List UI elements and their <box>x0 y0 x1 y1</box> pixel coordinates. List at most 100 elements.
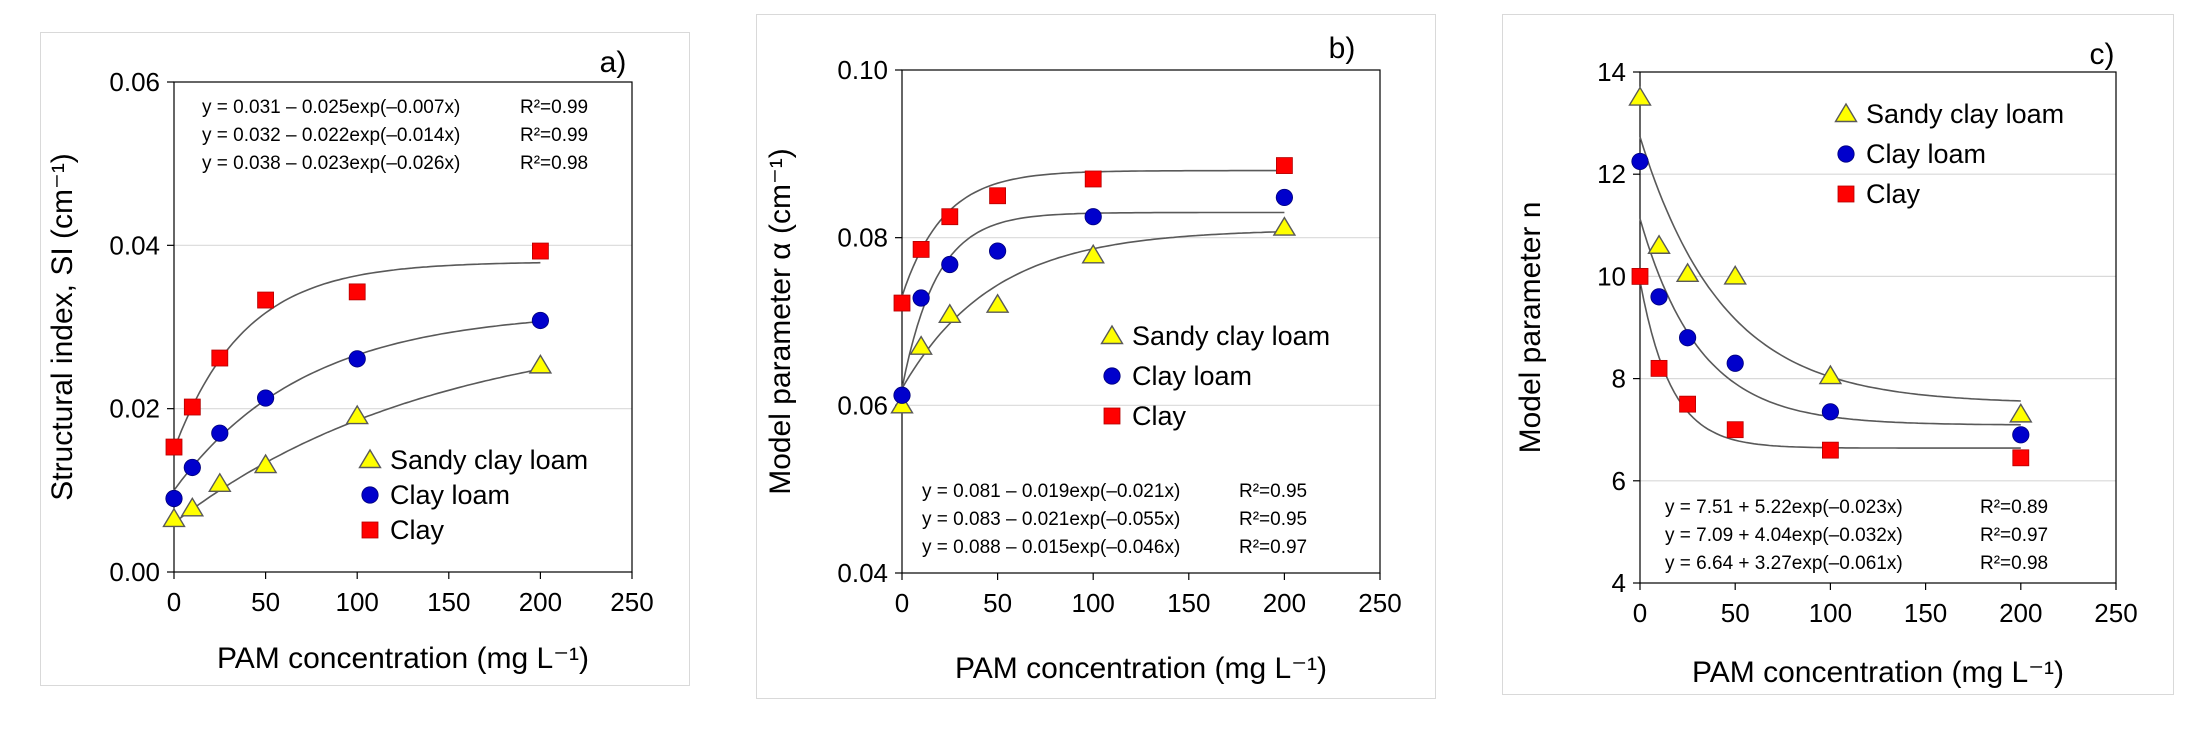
data-point-circle <box>893 386 911 404</box>
x-tick-label: 50 <box>251 587 280 617</box>
data-point-square <box>2012 449 2030 467</box>
data-point-square <box>1276 157 1293 174</box>
data-point-triangle <box>162 507 186 528</box>
data-point-circle <box>1650 288 1668 306</box>
data-point-square <box>257 291 275 309</box>
fit-curve-square <box>173 261 541 450</box>
legend-marker-circle <box>1103 367 1121 385</box>
data-point-square <box>1679 395 1696 413</box>
fit-curve-square <box>1639 280 2021 449</box>
data-point-square <box>893 294 911 312</box>
y-tick-label: 12 <box>1597 159 1626 189</box>
fit-equation: y = 0.081 – 0.019exp(–0.021x) <box>922 481 1180 502</box>
data-point-circle <box>183 458 201 477</box>
x-tick-label: 200 <box>1263 588 1306 618</box>
y-tick-label: 8 <box>1612 364 1626 394</box>
x-tick-label: 200 <box>1999 598 2042 628</box>
y-axis-label: Model parameter n <box>1514 202 1547 454</box>
legend-marker-square <box>361 521 379 539</box>
x-tick-label: 250 <box>610 587 653 617</box>
legend-label: Clay loam <box>390 480 510 510</box>
data-point-triangle <box>1723 265 1747 285</box>
legend-label: Sandy clay loam <box>1132 321 1330 351</box>
x-tick-label: 250 <box>1358 588 1401 618</box>
x-tick-label: 0 <box>167 587 181 617</box>
legend-label: Clay <box>1132 401 1187 431</box>
chart-panel-b <box>756 14 1436 699</box>
x-tick-label: 150 <box>427 587 470 617</box>
data-point-circle <box>1821 403 1840 421</box>
y-tick-label: 10 <box>1597 261 1626 291</box>
data-point-circle <box>1275 188 1294 207</box>
fit-r-squared: R²=0.98 <box>520 153 588 174</box>
fit-equation: y = 7.09 + 4.04exp(–0.032x) <box>1665 525 1903 546</box>
data-point-square <box>183 398 201 416</box>
panel-tag: a) <box>600 46 627 79</box>
data-point-triangle <box>909 335 933 355</box>
data-point-triangle <box>890 393 914 414</box>
fit-equation: y = 7.51 + 5.22exp(–0.023x) <box>1665 497 1903 518</box>
legend-label: Clay <box>390 515 445 545</box>
data-point-square <box>989 187 1006 205</box>
data-point-square <box>941 208 959 226</box>
fit-r-squared: R²=0.97 <box>1239 537 1307 558</box>
data-point-triangle <box>1628 86 1652 106</box>
fit-equation: y = 0.088 – 0.015exp(–0.046x) <box>922 537 1180 558</box>
fit-r-squared: R²=0.89 <box>1980 497 2048 518</box>
data-point-circle <box>941 255 959 274</box>
legend-marker-triangle <box>1100 324 1124 345</box>
fit-equation: y = 0.083 – 0.021exp(–0.055x) <box>922 509 1180 530</box>
fit-r-squared: R²=0.99 <box>520 97 588 118</box>
fit-equation: y = 6.64 + 3.27exp(–0.061x) <box>1665 553 1903 574</box>
x-axis-label: PAM concentration (mg L⁻¹) <box>1692 656 2064 689</box>
data-point-square <box>1084 170 1102 188</box>
data-point-circle <box>1726 354 1744 372</box>
fit-equation: y = 0.032 – 0.022exp(–0.014x) <box>202 125 460 146</box>
data-point-triangle <box>1081 243 1105 264</box>
plot-area-frame <box>173 81 633 573</box>
legend-label: Clay <box>1866 179 1921 209</box>
data-point-circle <box>2012 426 2030 444</box>
y-tick-label: 4 <box>1612 568 1626 598</box>
x-tick-label: 50 <box>983 588 1012 618</box>
legend-label: Sandy clay loam <box>1866 99 2064 129</box>
fit-r-squared: R²=0.95 <box>1239 481 1307 502</box>
y-tick-label: 0.02 <box>109 394 160 424</box>
legend-marker-square <box>1837 185 1855 203</box>
data-point-circle <box>165 489 183 508</box>
panel-tag: c) <box>2090 38 2115 71</box>
data-point-triangle <box>985 293 1010 313</box>
data-point-triangle <box>1272 216 1297 236</box>
y-tick-label: 0.08 <box>837 223 888 253</box>
legend-marker-circle <box>1837 145 1855 163</box>
legend-label: Clay loam <box>1866 139 1986 169</box>
data-point-circle <box>211 424 229 442</box>
plot-area-frame <box>901 69 1381 574</box>
x-tick-label: 150 <box>1167 588 1210 618</box>
y-tick-label: 0.10 <box>837 55 888 85</box>
data-point-triangle <box>1647 234 1671 254</box>
y-tick-label: 14 <box>1597 57 1626 87</box>
data-point-triangle <box>1675 262 1700 283</box>
fit-curve-triangle <box>1639 136 2021 402</box>
fit-r-squared: R²=0.98 <box>1980 553 2048 574</box>
data-point-triangle <box>2009 403 2033 423</box>
data-point-triangle <box>253 453 278 474</box>
chart-panel-c <box>1502 14 2174 695</box>
data-point-triangle <box>208 472 232 492</box>
data-point-square <box>1650 359 1668 377</box>
data-point-circle <box>1679 329 1697 347</box>
legend-marker-triangle <box>1834 102 1858 123</box>
fit-r-squared: R²=0.99 <box>520 125 588 146</box>
data-point-square <box>211 349 229 367</box>
x-tick-label: 150 <box>1904 598 1947 628</box>
data-point-circle <box>1631 152 1649 171</box>
data-point-circle <box>912 289 930 307</box>
data-point-triangle <box>180 496 205 517</box>
y-tick-label: 0.06 <box>109 67 160 97</box>
data-point-circle <box>256 389 275 407</box>
fit-r-squared: R²=0.95 <box>1239 509 1307 530</box>
data-point-triangle <box>345 404 369 425</box>
x-tick-label: 50 <box>1721 598 1750 628</box>
fit-r-squared: R²=0.97 <box>1980 525 2048 546</box>
